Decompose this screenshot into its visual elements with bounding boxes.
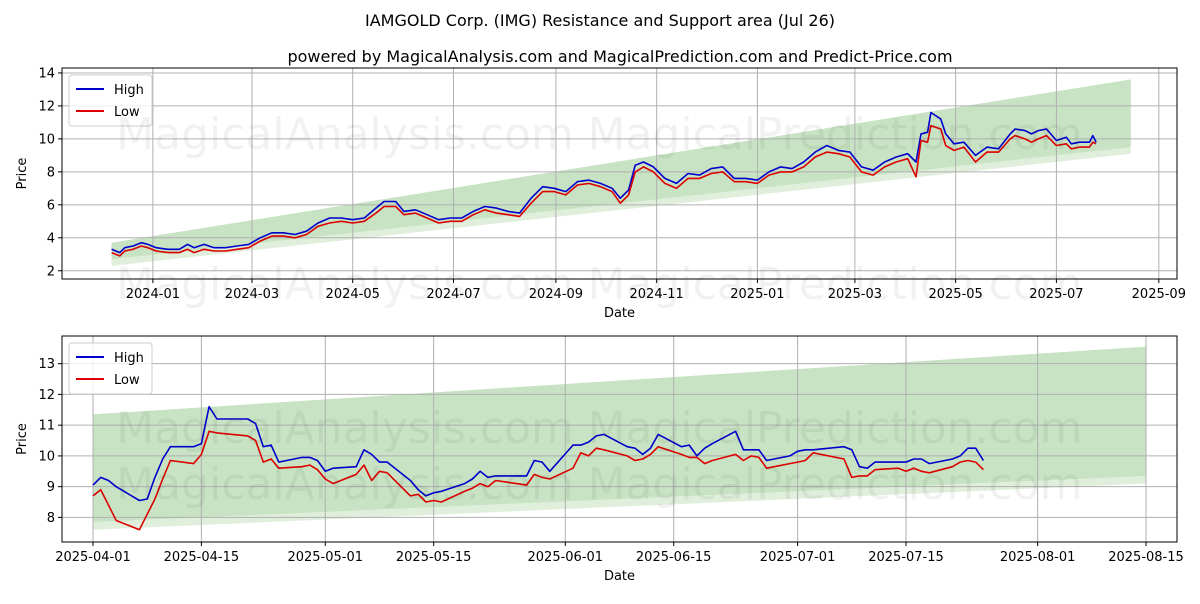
watermark: MagicalPrediction.com xyxy=(588,403,1083,454)
axes-frame xyxy=(61,67,1178,280)
y-tick-label: 8 xyxy=(47,511,55,526)
x-tick-label: 2025-05-01 xyxy=(287,550,363,565)
x-axis-label: Date xyxy=(604,569,635,584)
chart-title: IAMGOLD Corp. (IMG) Resistance and Suppo… xyxy=(365,11,835,30)
series-line-low xyxy=(92,430,984,531)
x-tick-label: 2024-01 xyxy=(126,287,180,302)
legend-label-high: High xyxy=(114,351,144,366)
x-tick-label: 2025-05 xyxy=(928,287,982,302)
watermark: MagicalAnalysis.com xyxy=(116,109,574,160)
watermark: MagicalAnalysis.com xyxy=(116,459,574,510)
legend-label-low: Low xyxy=(114,105,140,120)
axes-frame xyxy=(61,335,1178,543)
y-tick-label: 8 xyxy=(47,165,55,180)
x-tick-label: 2025-01 xyxy=(730,287,784,302)
series-line-high xyxy=(111,111,1097,254)
x-tick-label: 2025-06-01 xyxy=(528,550,604,565)
top-panel: 2024-01 2024-03 2024-05 2024-07 2024-09 2024-… xyxy=(15,66,1186,321)
y-tick-label: 10 xyxy=(38,449,55,464)
band-inner xyxy=(92,346,1147,523)
x-tick-label: 2024-11 xyxy=(630,287,684,302)
x-tick-label: 2025-04-15 xyxy=(164,550,240,565)
legend-label-high: High xyxy=(114,83,144,98)
watermark: MagicalPrediction.com xyxy=(588,109,1083,160)
x-tick-label: 2025-07-01 xyxy=(760,550,836,565)
watermark: MagicalAnalysis.com xyxy=(116,403,574,454)
x-tick-label: 2025-08-01 xyxy=(1000,550,1076,565)
y-tick-label: 2 xyxy=(47,264,55,279)
y-tick-label: 11 xyxy=(38,419,55,434)
y-tick-label: 9 xyxy=(47,480,55,495)
x-tick-label: 2024-07 xyxy=(426,287,480,302)
x-tick-label: 2025-09 xyxy=(1132,287,1186,302)
x-tick-label: 2025-04-01 xyxy=(55,550,131,565)
band-inner xyxy=(111,79,1131,260)
y-tick-label: 12 xyxy=(38,388,55,403)
x-axis-label: Date xyxy=(604,306,635,321)
x-tick-label: 2025-07 xyxy=(1029,287,1083,302)
y-tick-label: 14 xyxy=(38,66,55,81)
legend-box xyxy=(68,74,153,127)
x-tick-label: 2025-05-15 xyxy=(396,550,472,565)
chart-subtitle: powered by MagicalAnalysis.com and Magic… xyxy=(287,47,952,66)
x-tick-label: 2025-03 xyxy=(828,287,882,302)
legend-box xyxy=(68,342,153,395)
series-line-high xyxy=(92,405,985,502)
x-tick-label: 2024-03 xyxy=(225,287,279,302)
y-tick-label: 10 xyxy=(38,132,55,147)
x-tick-label: 2024-09 xyxy=(529,287,583,302)
y-tick-label: 4 xyxy=(47,231,55,246)
x-tick-label: 2025-07-15 xyxy=(868,550,944,565)
y-axis-label: Price xyxy=(15,423,30,455)
y-tick-label: 13 xyxy=(38,357,55,372)
y-tick-label: 12 xyxy=(38,99,55,114)
watermark: MagicalAnalysis.com xyxy=(116,259,574,310)
watermark: MagicalPrediction.com xyxy=(588,259,1083,310)
series-line-low xyxy=(111,124,1097,257)
x-tick-label: 2025-08-15 xyxy=(1108,550,1184,565)
bottom-panel: 2025-04-01 2025-04-15 2025-05-01 2025-05-15… xyxy=(15,335,1184,584)
legend-label-low: Low xyxy=(114,373,140,388)
x-tick-label: 2024-05 xyxy=(326,287,380,302)
x-tick-label: 2025-06-15 xyxy=(636,550,712,565)
y-axis-label: Price xyxy=(15,158,30,190)
y-tick-label: 6 xyxy=(47,198,55,213)
watermark: MagicalPrediction.com xyxy=(588,459,1083,510)
